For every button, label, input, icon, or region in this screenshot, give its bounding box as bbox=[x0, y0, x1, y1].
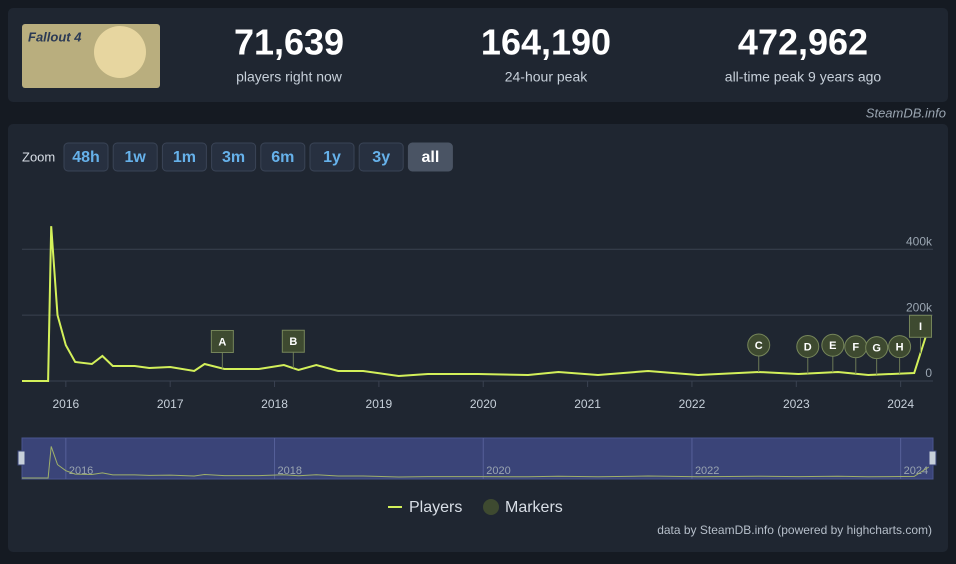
stat-label: 24-hour peak bbox=[505, 69, 589, 85]
stat-value: 164,190 bbox=[481, 22, 611, 63]
navigator-tick-label: 2022 bbox=[695, 465, 719, 477]
x-tick-label: 2022 bbox=[679, 397, 706, 411]
zoom-button[interactable] bbox=[63, 142, 109, 172]
logo-text: Fallout 4 bbox=[28, 29, 82, 44]
zoom-label: Zoom bbox=[22, 149, 55, 164]
zoom-button-label[interactable]: 3m bbox=[222, 149, 245, 166]
zoom-button[interactable] bbox=[161, 142, 207, 172]
marker bbox=[210, 329, 234, 353]
zoom-button[interactable] bbox=[309, 142, 355, 172]
y-tick-label: 400k bbox=[906, 234, 933, 248]
zoom-button-label[interactable]: 1m bbox=[173, 149, 196, 166]
zoom-button-label[interactable]: 1w bbox=[125, 149, 147, 166]
stats-panel bbox=[8, 8, 948, 102]
marker-label: H bbox=[896, 342, 904, 354]
zoom-button[interactable] bbox=[211, 142, 257, 172]
marker-label: G bbox=[872, 343, 881, 355]
x-tick-label: 2021 bbox=[574, 397, 601, 411]
credit-link[interactable]: SteamDB.info bbox=[866, 105, 946, 120]
x-tick-label: 2024 bbox=[887, 397, 914, 411]
stat-value: 472,962 bbox=[738, 22, 868, 63]
players-line bbox=[22, 226, 930, 382]
zoom-button[interactable] bbox=[260, 142, 306, 172]
navigator-handle[interactable] bbox=[928, 450, 937, 466]
navigator-tick-label: 2020 bbox=[486, 465, 510, 477]
marker-label: A bbox=[218, 336, 226, 348]
x-tick-label: 2018 bbox=[261, 397, 288, 411]
zoom-button-label[interactable]: 6m bbox=[271, 149, 294, 166]
marker-label: C bbox=[755, 340, 763, 352]
navigator[interactable] bbox=[21, 437, 934, 480]
legend-symbol bbox=[483, 499, 499, 515]
logo-figure bbox=[94, 26, 146, 78]
zoom-button[interactable] bbox=[358, 142, 404, 172]
zoom-button-label[interactable]: 48h bbox=[72, 149, 100, 166]
zoom-button[interactable] bbox=[112, 142, 158, 172]
marker bbox=[888, 335, 912, 359]
marker bbox=[821, 333, 845, 357]
x-tick-label: 2023 bbox=[783, 397, 810, 411]
marker bbox=[747, 333, 771, 357]
zoom-button-label[interactable]: all bbox=[422, 149, 440, 166]
credits[interactable]: data by SteamDB.info (powered by highcha… bbox=[657, 523, 932, 537]
marker bbox=[865, 336, 889, 360]
marker bbox=[908, 314, 932, 338]
marker bbox=[796, 335, 820, 359]
zoom-button[interactable] bbox=[407, 142, 453, 172]
stat-value: 71,639 bbox=[234, 22, 344, 63]
stat-label: players right now bbox=[236, 69, 343, 85]
navigator-line bbox=[22, 446, 930, 479]
y-tick-label: 200k bbox=[906, 300, 933, 314]
zoom-button-label[interactable]: 3y bbox=[372, 149, 390, 166]
marker-label: D bbox=[804, 341, 812, 353]
navigator-tick-label: 2018 bbox=[278, 465, 302, 477]
x-tick-label: 2019 bbox=[366, 397, 393, 411]
navigator-tick-label: 2016 bbox=[69, 465, 93, 477]
marker-label: F bbox=[852, 342, 859, 354]
zoom-button-label[interactable]: 1y bbox=[323, 149, 341, 166]
legend-label[interactable]: Markers bbox=[505, 499, 563, 516]
x-tick-label: 2017 bbox=[157, 397, 184, 411]
marker-label: I bbox=[919, 321, 922, 333]
x-tick-label: 2020 bbox=[470, 397, 497, 411]
marker-label: E bbox=[829, 340, 836, 352]
y-tick-label: 0 bbox=[925, 366, 932, 380]
marker-label: B bbox=[289, 336, 297, 348]
marker bbox=[281, 329, 305, 353]
legend-label[interactable]: Players bbox=[409, 499, 462, 516]
x-tick-label: 2016 bbox=[52, 397, 79, 411]
stat-label: all-time peak 9 years ago bbox=[725, 69, 882, 85]
navigator-handle[interactable] bbox=[17, 450, 26, 466]
navigator-tick-label: 2024 bbox=[904, 465, 928, 477]
